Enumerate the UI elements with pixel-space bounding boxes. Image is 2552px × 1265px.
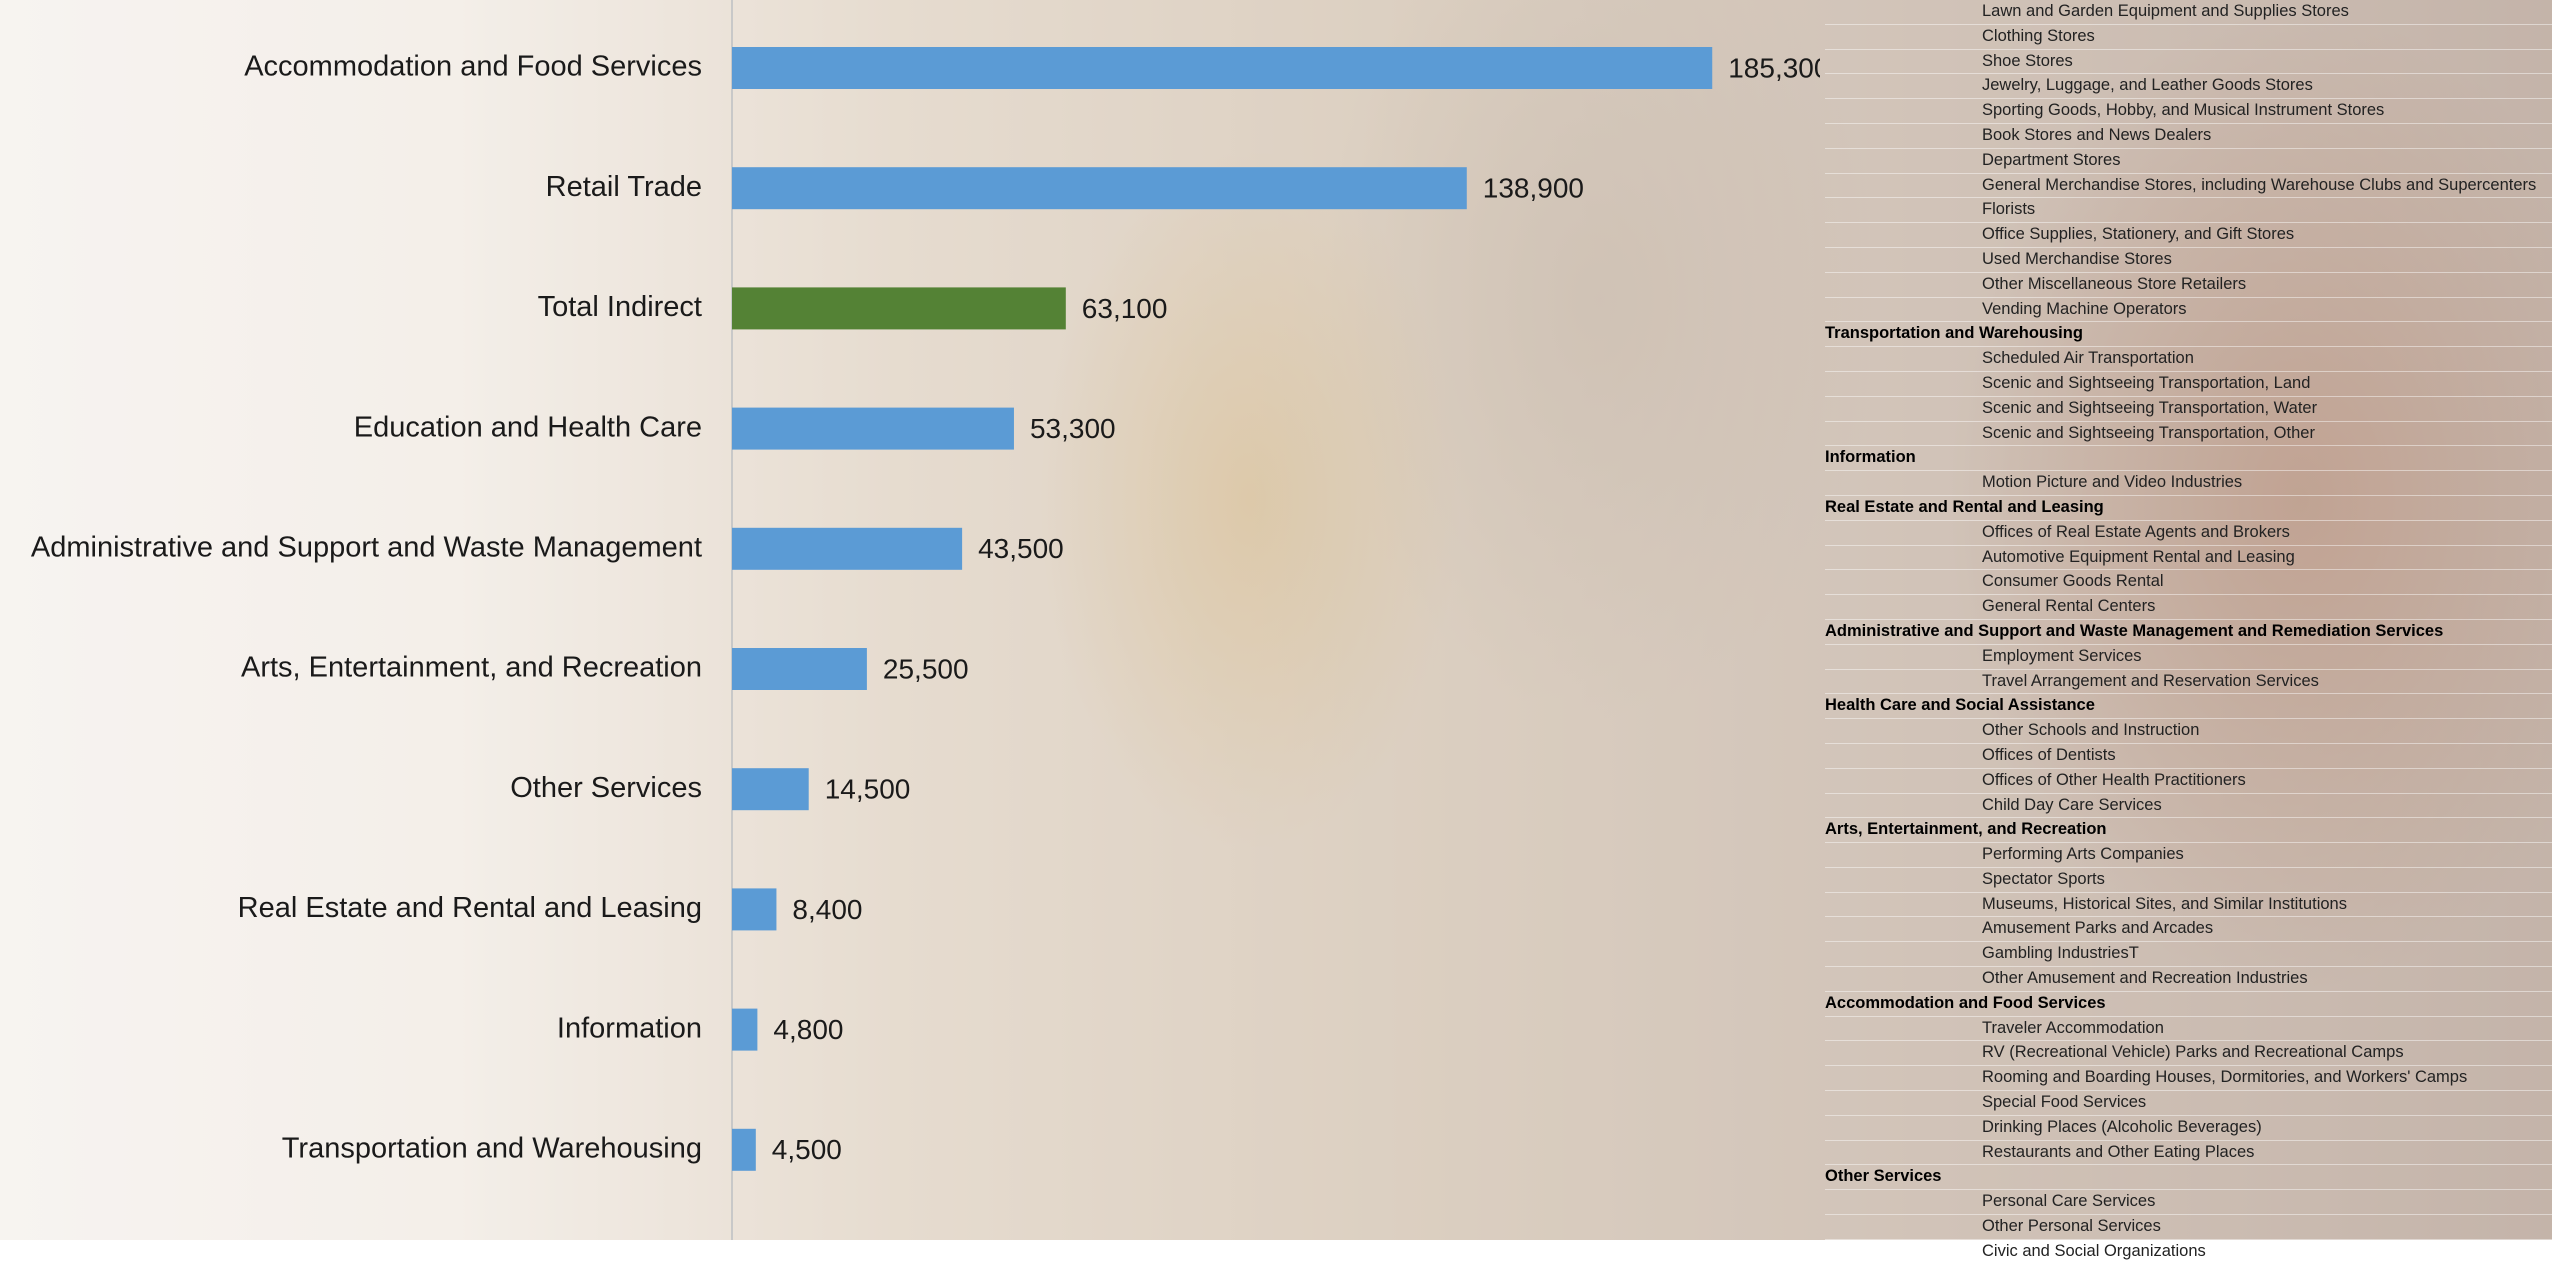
- industry-item: Shoe Stores: [1825, 50, 2552, 75]
- industry-item: Amusement Parks and Arcades: [1825, 917, 2552, 943]
- section-heading: Transportation and Warehousing: [1825, 322, 2552, 348]
- industry-item: General Merchandise Stores, including Wa…: [1825, 174, 2552, 199]
- industry-item: Civic and Social Organizations: [1825, 1240, 2552, 1265]
- industry-item: Automotive Equipment Rental and Leasing: [1825, 546, 2552, 571]
- industry-item: Gambling IndustriesT: [1825, 942, 2552, 968]
- industry-item: Traveler Accommodation: [1825, 1017, 2552, 1042]
- category-label: Retail Trade: [546, 171, 702, 203]
- industry-item: Sporting Goods, Hobby, and Musical Instr…: [1825, 99, 2552, 124]
- industry-item: Scenic and Sightseeing Transportation, W…: [1825, 397, 2552, 422]
- industry-list: Lawn and Garden Equipment and Supplies S…: [1825, 0, 2552, 1265]
- industry-item: Rooming and Boarding Houses, Dormitories…: [1825, 1066, 2552, 1092]
- bar: [732, 527, 963, 570]
- industry-item: Restaurants and Other Eating Places: [1825, 1141, 2552, 1166]
- industry-item: Book Stores and News Dealers: [1825, 124, 2552, 149]
- section-heading: Accommodation and Food Services: [1825, 992, 2552, 1017]
- value-label: 43,500: [978, 533, 1064, 564]
- value-label: 4,800: [773, 1014, 843, 1045]
- bar: [732, 1008, 758, 1051]
- industry-item: Office Supplies, Stationery, and Gift St…: [1825, 223, 2552, 248]
- industry-item: Offices of Other Health Practitioners: [1825, 769, 2552, 794]
- value-label: 63,100: [1082, 293, 1168, 324]
- industry-item: Museums, Historical Sites, and Similar I…: [1825, 893, 2552, 918]
- industry-item: Child Day Care Services: [1825, 794, 2552, 819]
- bar: [732, 888, 777, 931]
- bar: [732, 47, 1713, 89]
- category-label: Transportation and Warehousing: [282, 1132, 702, 1164]
- section-heading: Administrative and Support and Waste Man…: [1825, 620, 2552, 645]
- industry-item: Vending Machine Operators: [1825, 298, 2552, 323]
- bar: [732, 1128, 756, 1171]
- industry-item: Offices of Real Estate Agents and Broker…: [1825, 521, 2552, 546]
- chart: Accommodation and Food Services 185,300 Re…: [31, 0, 1820, 1240]
- industry-item: Clothing Stores: [1825, 25, 2552, 50]
- industry-item: Other Amusement and Recreation Industrie…: [1825, 967, 2552, 992]
- industry-item: Florists: [1825, 198, 2552, 224]
- industry-item: Special Food Services: [1825, 1091, 2552, 1116]
- industry-item: Drinking Places (Alcoholic Beverages): [1825, 1116, 2552, 1141]
- category-label: Education and Health Care: [354, 411, 702, 443]
- category-label: Other Services: [510, 772, 702, 804]
- industry-item: Department Stores: [1825, 149, 2552, 174]
- industry-item: Performing Arts Companies: [1825, 843, 2552, 868]
- industry-item: Scenic and Sightseeing Transportation, L…: [1825, 372, 2552, 397]
- category-label: Arts, Entertainment, and Recreation: [241, 652, 702, 684]
- category-label: Accommodation and Food Services: [244, 51, 702, 83]
- industry-item: General Rental Centers: [1825, 595, 2552, 620]
- section-heading: Arts, Entertainment, and Recreation: [1825, 818, 2552, 844]
- category-label: Administrative and Support and Waste Man…: [31, 531, 702, 563]
- industry-item: RV (Recreational Vehicle) Parks and Recr…: [1825, 1041, 2552, 1067]
- section-heading: Health Care and Social Assistance: [1825, 694, 2552, 720]
- industry-item: Scheduled Air Transportation: [1825, 347, 2552, 372]
- industry-item: Other Miscellaneous Store Retailers: [1825, 273, 2552, 298]
- industry-item: Offices of Dentists: [1825, 744, 2552, 769]
- value-label: 185,300: [1728, 52, 1820, 83]
- category-label: Real Estate and Rental and Leasing: [238, 892, 702, 924]
- value-label: 25,500: [883, 653, 969, 684]
- industry-item: Consumer Goods Rental: [1825, 570, 2552, 596]
- value-label: 8,400: [792, 894, 862, 925]
- value-label: 14,500: [825, 774, 911, 805]
- industry-item: Jewelry, Luggage, and Leather Goods Stor…: [1825, 74, 2552, 100]
- industry-item: Motion Picture and Video Industries: [1825, 471, 2552, 496]
- value-label: 53,300: [1030, 413, 1116, 444]
- industry-item: Used Merchandise Stores: [1825, 248, 2552, 273]
- bar: [732, 407, 1014, 450]
- section-heading: Information: [1825, 446, 2552, 472]
- bar: [732, 768, 809, 811]
- value-label: 138,900: [1483, 173, 1584, 204]
- value-label: 4,500: [772, 1134, 842, 1165]
- category-label: Total Indirect: [538, 291, 702, 323]
- section-heading: Other Services: [1825, 1165, 2552, 1191]
- industry-item: Travel Arrangement and Reservation Servi…: [1825, 670, 2552, 695]
- section-heading: Real Estate and Rental and Leasing: [1825, 496, 2552, 521]
- industry-item: Employment Services: [1825, 645, 2552, 670]
- category-label: Information: [557, 1012, 702, 1044]
- industry-item: Personal Care Services: [1825, 1190, 2552, 1216]
- industry-item: Lawn and Garden Equipment and Supplies S…: [1825, 0, 2552, 25]
- industry-item: Other Schools and Instruction: [1825, 719, 2552, 744]
- industry-item: Spectator Sports: [1825, 868, 2552, 893]
- bar: [732, 648, 867, 690]
- industry-item: Scenic and Sightseeing Transportation, O…: [1825, 422, 2552, 447]
- bar: [732, 287, 1066, 330]
- bar: [732, 167, 1467, 210]
- industry-item: Other Personal Services: [1825, 1215, 2552, 1240]
